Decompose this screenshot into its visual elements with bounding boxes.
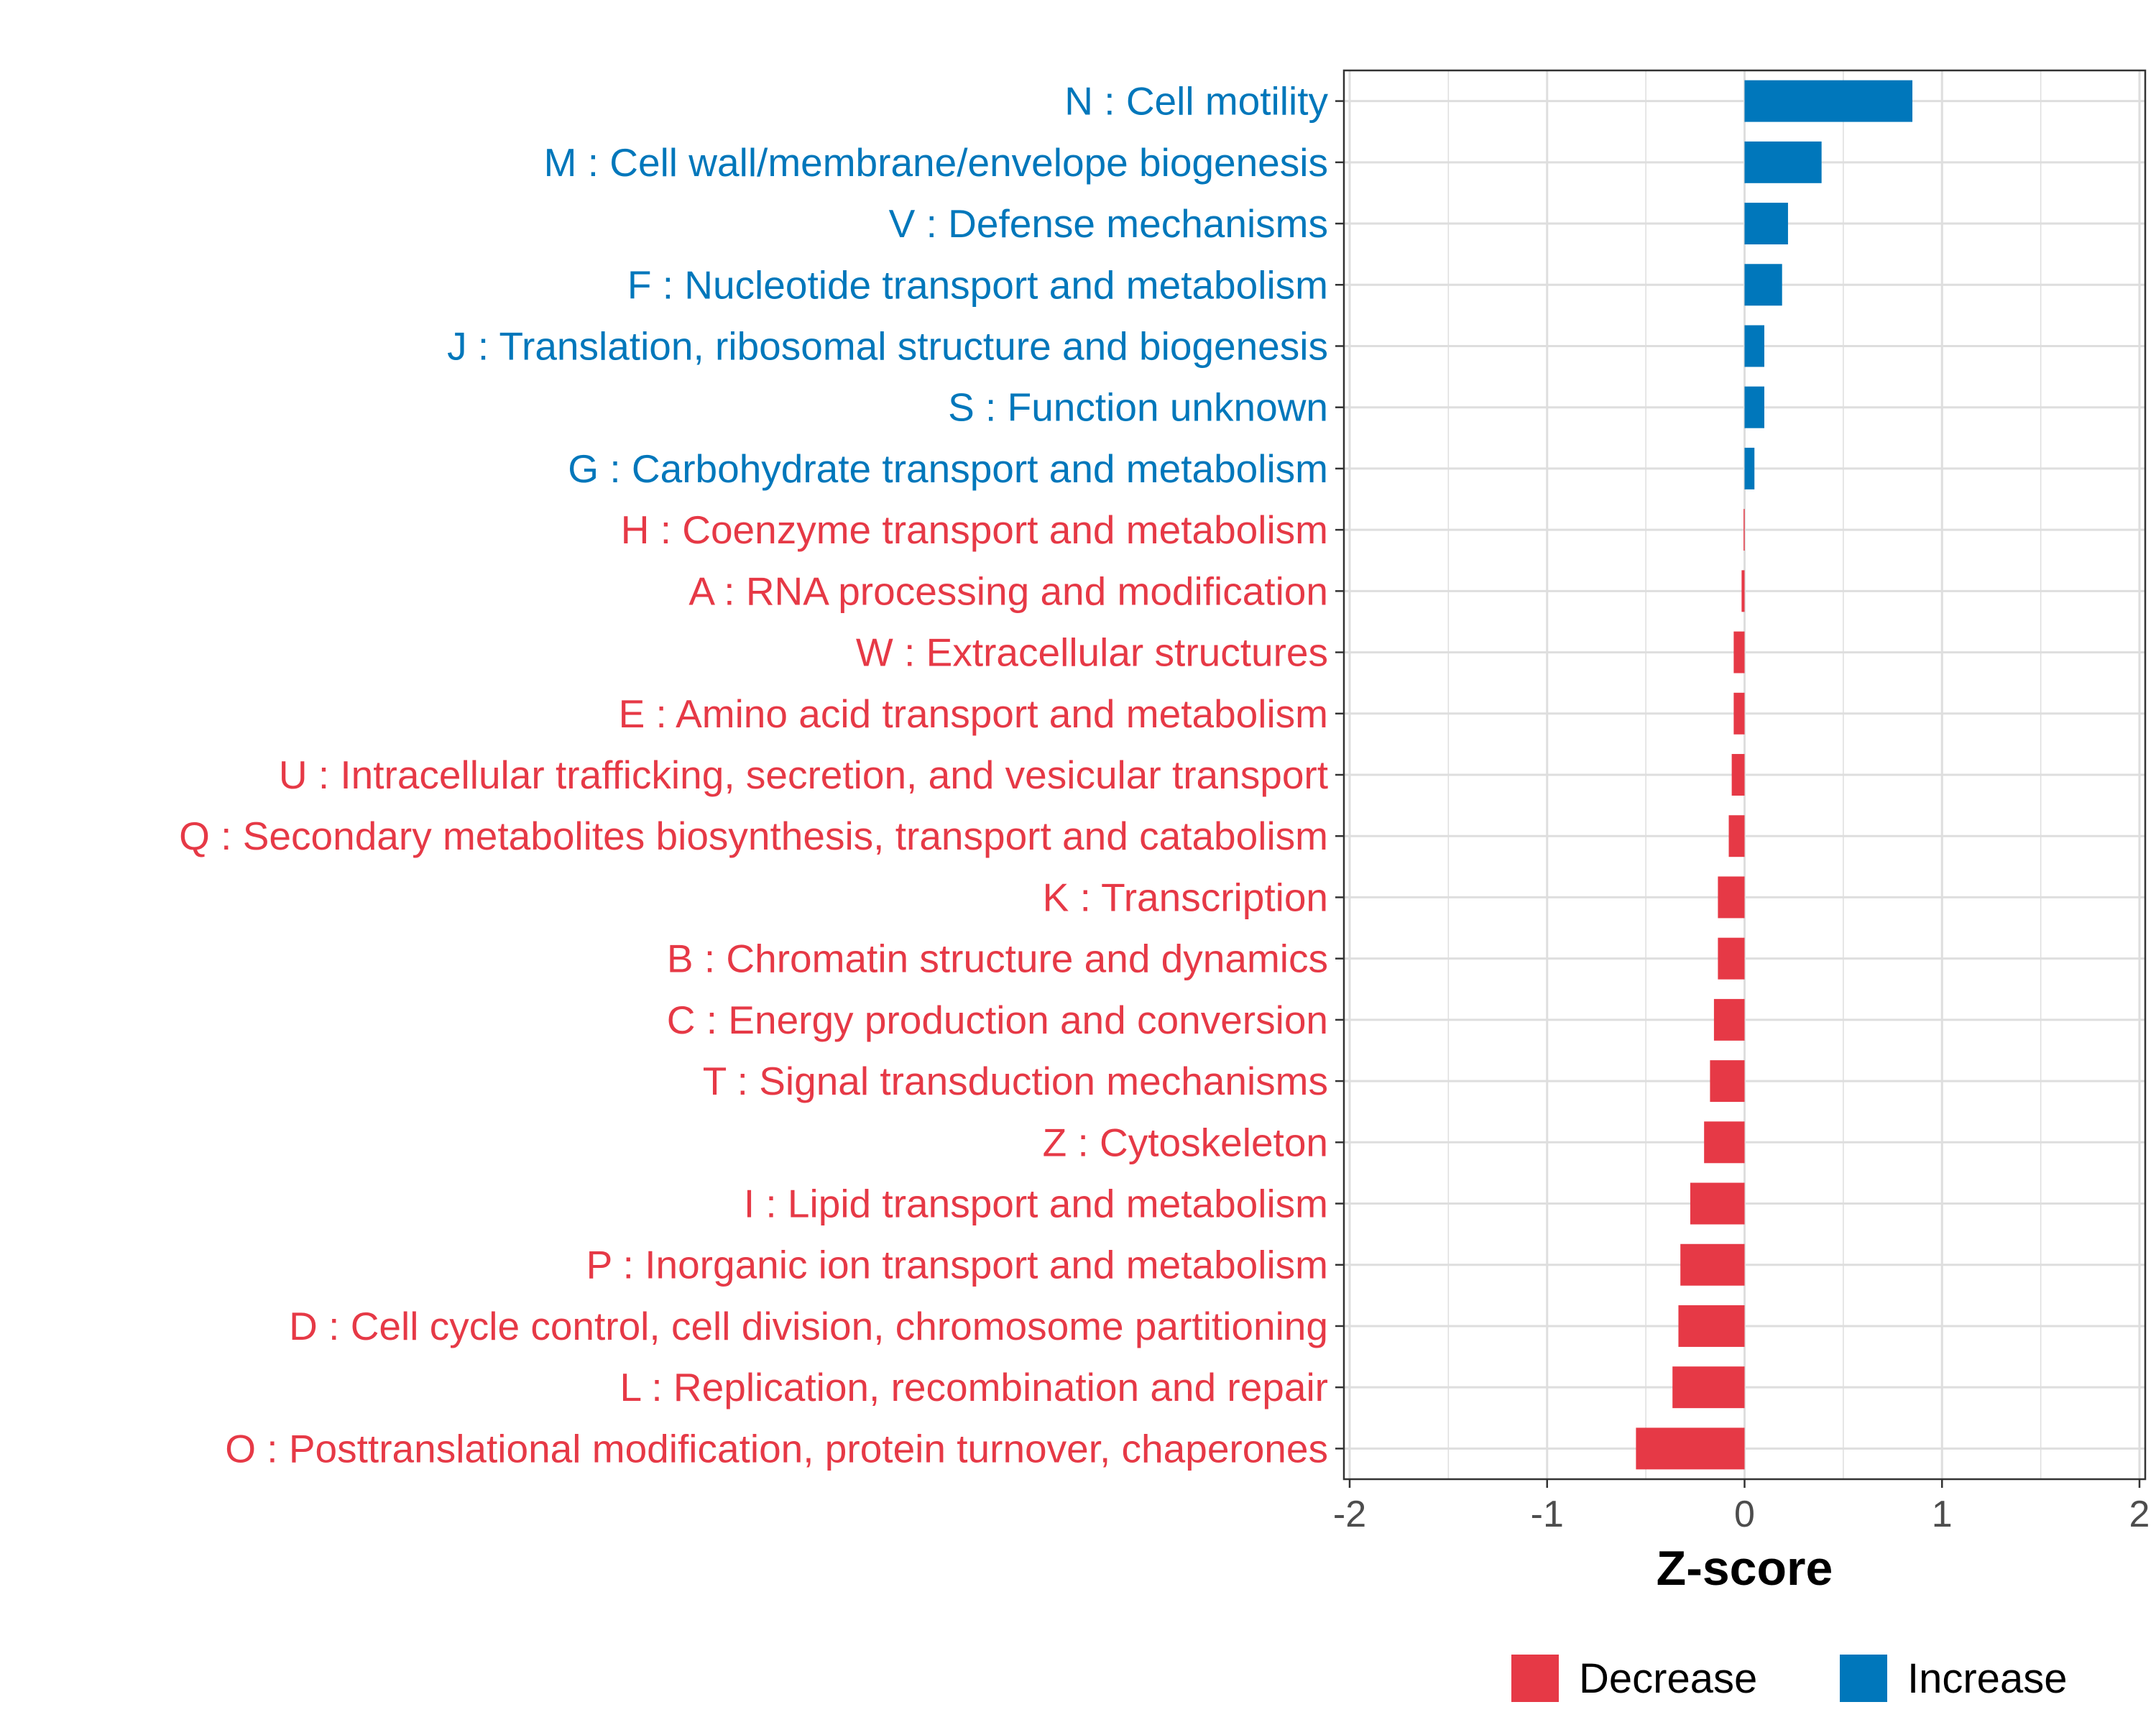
category-labels: N : Cell motility M : Cell wall/membrane/…: [179, 79, 1328, 1471]
category-label: V : Defense mechanisms: [889, 201, 1328, 246]
category-label: O : Posttranslational modification, prot…: [225, 1426, 1328, 1471]
category-label: B : Chromatin structure and dynamics: [667, 937, 1328, 981]
bar: [1680, 1243, 1745, 1286]
category-label: P : Inorganic ion transport and metaboli…: [586, 1243, 1328, 1287]
bar: [1744, 447, 1755, 489]
legend-swatch: [1511, 1655, 1559, 1702]
bar: [1741, 570, 1745, 612]
bar: [1744, 325, 1764, 367]
legend-label: Increase: [1907, 1655, 2067, 1702]
x-tick-label: 1: [1932, 1494, 1953, 1535]
category-label: L : Replication, recombination and repai…: [620, 1365, 1328, 1409]
category-label: H : Coenzyme transport and metabolism: [621, 507, 1328, 552]
legend-swatch: [1840, 1655, 1887, 1702]
bars: [1636, 80, 1913, 1470]
bar: [1733, 631, 1745, 673]
x-tick-label: 0: [1734, 1494, 1755, 1535]
category-label: K : Transcription: [1043, 875, 1328, 919]
x-tick-label: -2: [1333, 1494, 1366, 1535]
category-label: U : Intracellular trafficking, secretion…: [279, 753, 1328, 797]
category-label: W : Extracellular structures: [856, 630, 1328, 675]
category-label: D : Cell cycle control, cell division, c…: [289, 1304, 1328, 1348]
category-label: G : Carbohydrate transport and metabolis…: [568, 446, 1328, 491]
bar: [1690, 1182, 1745, 1225]
category-label: M : Cell wall/membrane/envelope biogenes…: [544, 140, 1328, 185]
bar: [1743, 509, 1745, 551]
bar: [1744, 264, 1782, 306]
x-axis-title: Z-score: [1657, 1541, 1833, 1596]
bar: [1678, 1305, 1745, 1347]
bar: [1733, 692, 1745, 735]
bar: [1744, 386, 1764, 428]
bar: [1744, 141, 1822, 183]
category-label: E : Amino acid transport and metabolism: [619, 691, 1328, 736]
bar: [1672, 1366, 1745, 1409]
bar: [1728, 815, 1745, 857]
bar: [1710, 1060, 1745, 1103]
category-label: Z : Cytoskeleton: [1043, 1120, 1328, 1164]
category-label: I : Lipid transport and metabolism: [744, 1182, 1328, 1226]
legend-label: Decrease: [1579, 1655, 1757, 1702]
legend: Decrease Increase: [1511, 1655, 2067, 1702]
category-label: S : Function unknown: [948, 385, 1328, 430]
category-label: T : Signal transduction mechanisms: [703, 1059, 1328, 1103]
category-label: Q : Secondary metabolites biosynthesis, …: [179, 814, 1328, 858]
category-label: N : Cell motility: [1064, 79, 1328, 124]
bar: [1744, 80, 1913, 122]
category-label: J : Translation, ribosomal structure and…: [447, 323, 1328, 368]
y-axis-ticks: [1335, 100, 1344, 1450]
bar: [1718, 876, 1745, 919]
x-tick-label: 2: [2129, 1494, 2150, 1535]
category-label: F : Nucleotide transport and metabolism: [627, 262, 1328, 307]
category-label: C : Energy production and conversion: [667, 998, 1328, 1042]
bar: [1636, 1427, 1745, 1470]
x-tick-label: -1: [1531, 1494, 1564, 1535]
bar: [1744, 203, 1788, 245]
bar: [1731, 754, 1745, 796]
bar: [1718, 937, 1745, 980]
bar: [1704, 1121, 1745, 1164]
category-label: A : RNA processing and modification: [688, 569, 1328, 613]
bar: [1713, 998, 1745, 1041]
x-axis-ticks: -2 -1 0 1 2: [1333, 1479, 2150, 1535]
